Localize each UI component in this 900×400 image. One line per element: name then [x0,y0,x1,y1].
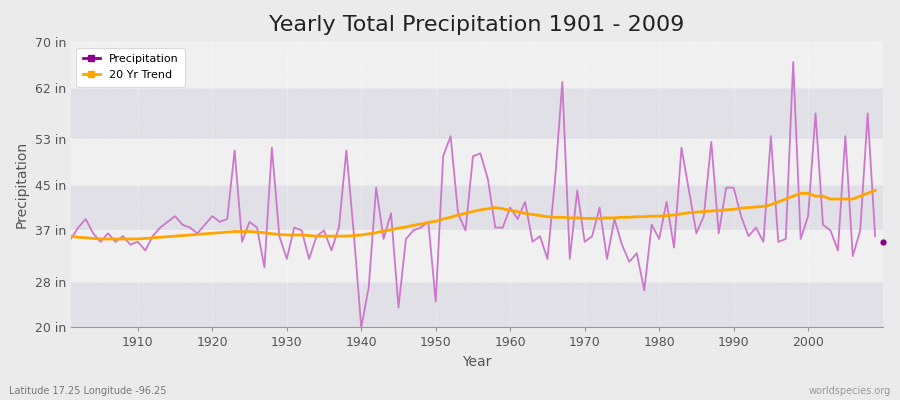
Y-axis label: Precipitation: Precipitation [15,141,29,228]
Bar [71,42,883,88]
Bar [71,88,883,139]
X-axis label: Year: Year [462,355,491,369]
Text: Latitude 17.25 Longitude -96.25: Latitude 17.25 Longitude -96.25 [9,386,166,396]
Bar [71,282,883,328]
Title: Yearly Total Precipitation 1901 - 2009: Yearly Total Precipitation 1901 - 2009 [269,15,684,35]
Legend: Precipitation, 20 Yr Trend: Precipitation, 20 Yr Trend [76,48,185,87]
Bar [71,185,883,230]
Text: worldspecies.org: worldspecies.org [809,386,891,396]
Bar [71,230,883,282]
Bar [71,139,883,185]
